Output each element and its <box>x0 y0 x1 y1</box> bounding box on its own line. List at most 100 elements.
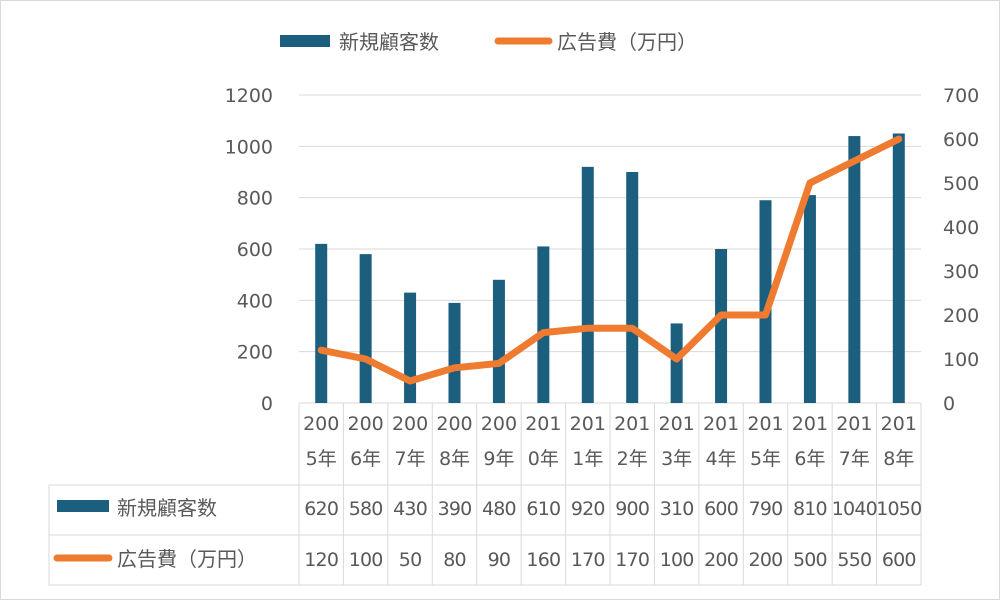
y-left-tick-label: 1000 <box>225 136 273 158</box>
table-cell: 430 <box>393 498 427 520</box>
table-cell: 500 <box>793 549 827 571</box>
y-right-tick-label: 700 <box>943 85 979 107</box>
legend-label: 広告費（万円） <box>557 30 697 54</box>
line-point <box>852 159 857 163</box>
x-tick-label: 201 <box>881 413 917 435</box>
table-cell: 580 <box>349 498 383 520</box>
y-right-tick-label: 500 <box>943 173 979 195</box>
x-tick-label: 2年 <box>617 448 648 470</box>
bar <box>359 254 372 403</box>
table-cell: 480 <box>482 498 516 520</box>
legend-label: 新規顧客数 <box>339 30 439 54</box>
x-tick-label: 4年 <box>706 448 737 470</box>
bar <box>315 243 328 403</box>
line-point <box>896 137 901 141</box>
y-right-tick-label: 0 <box>943 393 955 415</box>
table-cell: 170 <box>571 549 605 571</box>
table-cell: 810 <box>793 498 827 520</box>
line-point <box>674 357 679 361</box>
table-cell: 100 <box>349 549 383 571</box>
table-cell: 610 <box>526 498 560 520</box>
table-row-label: 広告費（万円） <box>117 547 257 571</box>
table-cell: 920 <box>571 498 605 520</box>
x-tick-label: 201 <box>792 413 828 435</box>
table-cell: 80 <box>443 549 466 571</box>
x-tick-label: 6年 <box>794 448 825 470</box>
table-row-label: 新規顧客数 <box>117 496 217 520</box>
x-tick-label: 201 <box>836 413 872 435</box>
x-tick-label: 200 <box>436 413 472 435</box>
table-cell: 310 <box>660 498 694 520</box>
table-cell: 1050 <box>876 498 921 520</box>
x-tick-label: 9年 <box>483 448 514 470</box>
x-tick-label: 201 <box>614 413 650 435</box>
table-cell: 50 <box>399 549 422 571</box>
line-point <box>719 313 724 317</box>
table-cell: 160 <box>526 549 560 571</box>
bar <box>581 166 594 403</box>
table-cell: 600 <box>704 498 738 520</box>
table-cell: 550 <box>837 549 871 571</box>
table-cell: 200 <box>704 549 738 571</box>
x-tick-label: 0年 <box>528 448 559 470</box>
x-tick-label: 200 <box>303 413 339 435</box>
x-tick-label: 200 <box>392 413 428 435</box>
table-cell: 620 <box>304 498 338 520</box>
x-tick-label: 201 <box>570 413 606 435</box>
y-left-tick-label: 1200 <box>225 85 273 107</box>
line-point <box>408 379 413 383</box>
x-tick-label: 5年 <box>750 448 781 470</box>
bar <box>537 246 550 403</box>
y-left-tick-label: 800 <box>237 188 273 210</box>
line-point <box>807 181 812 185</box>
y-right-tick-label: 100 <box>943 349 979 371</box>
table-cell: 120 <box>304 549 338 571</box>
table-cell: 1040 <box>832 498 877 520</box>
x-tick-label: 201 <box>747 413 783 435</box>
bar <box>670 323 683 403</box>
legend-swatch-new-customers <box>280 35 330 47</box>
x-tick-label: 7年 <box>395 448 426 470</box>
x-tick-label: 3年 <box>661 448 692 470</box>
line-point <box>363 357 368 361</box>
line-point <box>452 365 457 370</box>
bar <box>803 195 816 403</box>
table-cell: 90 <box>488 549 511 571</box>
line-point <box>585 326 590 331</box>
y-left-tick-label: 400 <box>237 290 273 312</box>
x-tick-label: 6年 <box>350 448 381 470</box>
x-tick-label: 201 <box>703 413 739 435</box>
y-right-tick-label: 400 <box>943 217 979 239</box>
bar <box>492 279 505 403</box>
y-left-tick-label: 200 <box>237 342 273 364</box>
table-cell: 600 <box>882 549 916 571</box>
x-tick-label: 200 <box>481 413 517 435</box>
bar <box>848 136 861 404</box>
bar <box>626 172 639 403</box>
y-left-tick-label: 600 <box>237 239 273 261</box>
x-tick-label: 8年 <box>439 448 470 470</box>
y-right-tick-label: 200 <box>943 305 979 327</box>
table-cell: 100 <box>660 549 694 571</box>
line-point <box>319 348 324 353</box>
x-tick-label: 200 <box>348 413 384 435</box>
line-point <box>541 330 546 335</box>
table-cell: 390 <box>438 498 472 520</box>
table-cell: 170 <box>615 549 649 571</box>
bar <box>759 200 772 403</box>
x-tick-label: 8年 <box>883 448 914 470</box>
bar <box>892 133 905 403</box>
x-tick-label: 5年 <box>306 448 337 470</box>
line-series <box>317 135 903 385</box>
bar <box>448 302 461 403</box>
x-tick-label: 7年 <box>839 448 870 470</box>
bar <box>715 249 728 403</box>
table-cell: 900 <box>615 498 649 520</box>
y-right-tick-label: 600 <box>943 129 979 151</box>
y-right-tick-label: 300 <box>943 261 979 283</box>
table-cell: 790 <box>749 498 783 520</box>
table-cell: 200 <box>749 549 783 571</box>
x-tick-label: 201 <box>525 413 561 435</box>
